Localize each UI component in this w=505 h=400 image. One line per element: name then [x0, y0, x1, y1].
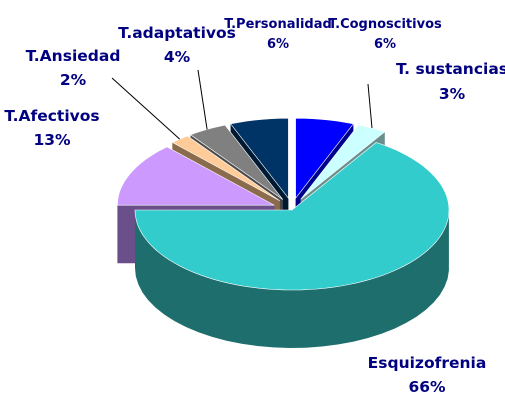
pie-tops: [117, 117, 450, 291]
label-sustancias-name: T. sustancias: [396, 60, 505, 78]
slice-wall-esq: [135, 210, 449, 348]
label-cognoscitivos-name: T.Cognoscitivos: [328, 17, 442, 32]
label-ansiedad-pct: 2%: [60, 71, 87, 89]
leader-lines: [111, 69, 373, 140]
slice-cog: [295, 117, 354, 200]
label-personalidad-pct: 6%: [267, 37, 289, 52]
label-adaptativos-pct: 4%: [164, 48, 191, 66]
label-sustancias-pct: 3%: [439, 85, 466, 103]
leader-ans: [111, 77, 181, 140]
label-esquizofrenia-pct: 66%: [408, 378, 446, 396]
leader-ada: [197, 69, 208, 130]
label-cognoscitivos-pct: 6%: [374, 37, 396, 52]
label-afectivos-pct: 13%: [33, 131, 71, 149]
label-esquizofrenia-name: Esquizofrenia: [368, 354, 487, 372]
label-afectivos-name: T.Afectivos: [4, 107, 99, 125]
slice-afe: [117, 146, 275, 206]
label-adaptativos-name: T.adaptativos: [118, 24, 236, 42]
label-ansiedad-name: T.Ansiedad: [26, 47, 121, 65]
leader-sus: [367, 83, 373, 129]
slice-labels: T.Cognoscitivos 6% T. sustancias 3% Esqu…: [4, 17, 505, 396]
slice-esq: [134, 142, 450, 291]
label-personalidad-name: T.Personalidad: [224, 17, 332, 32]
slice-per: [230, 117, 289, 200]
